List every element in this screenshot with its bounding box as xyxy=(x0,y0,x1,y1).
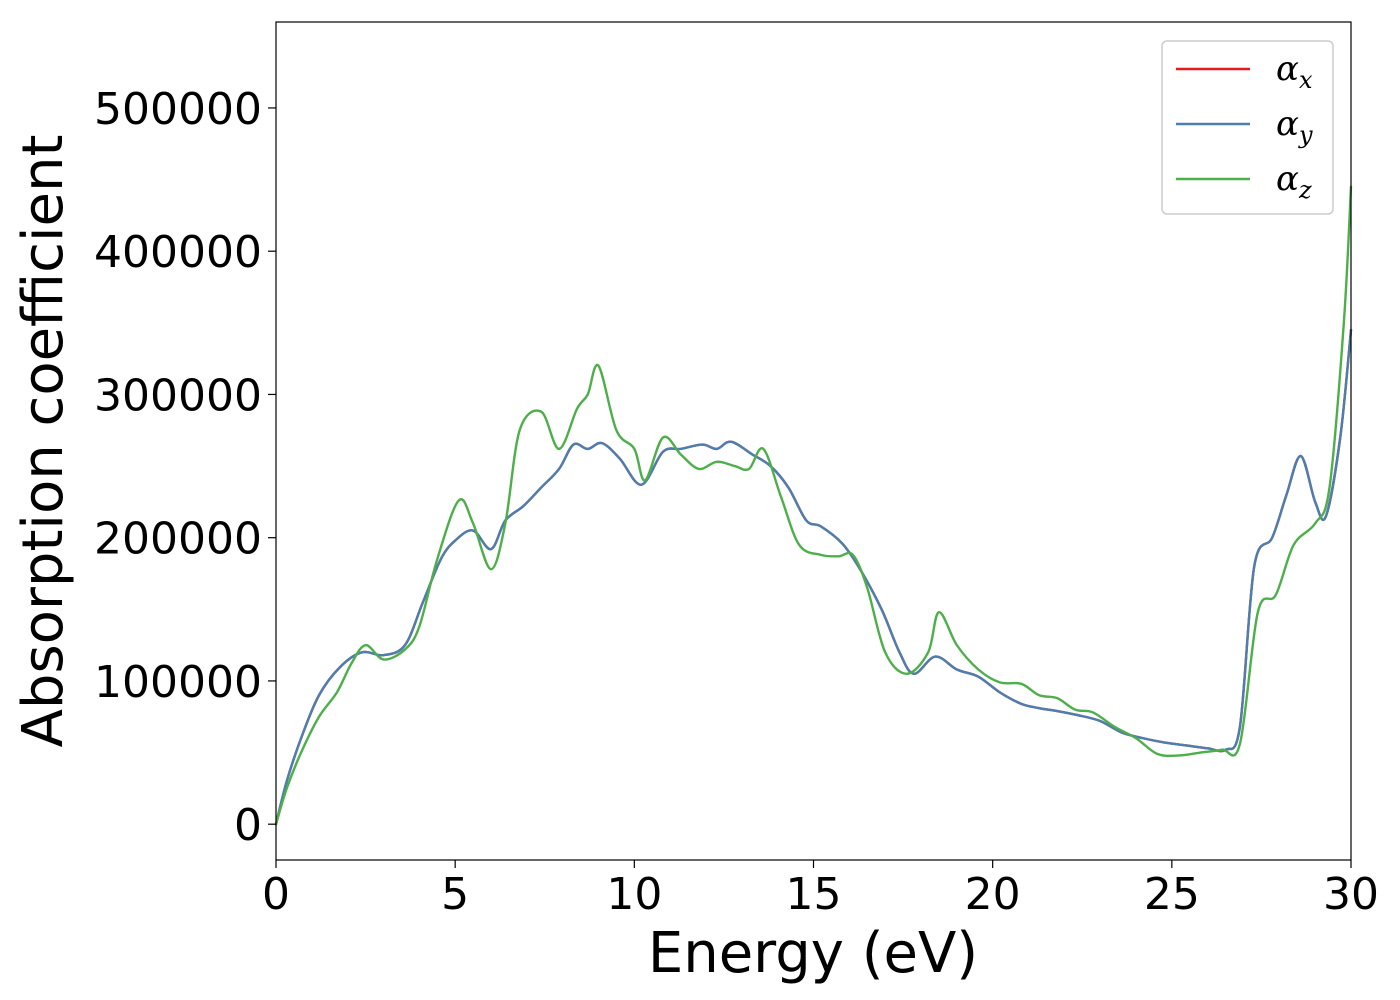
series-layer xyxy=(274,185,1353,826)
x-tick-label: 25 xyxy=(1144,869,1200,920)
y-tick-label: 0 xyxy=(234,800,262,851)
legend-label-alpha-y: αy xyxy=(1276,104,1313,149)
x-tick-label: 30 xyxy=(1323,869,1379,920)
series-line-alpha-y xyxy=(274,328,1353,826)
series-line-alpha-x xyxy=(274,328,1353,826)
legend-label-alpha-x: αx xyxy=(1276,49,1313,94)
ticks-layer: 0 5 10 15 20 25 30 0 100000 200000 300000 400000 500… xyxy=(94,84,1379,920)
y-tick-label: 400000 xyxy=(94,227,262,278)
legend-label-alpha-z: αz xyxy=(1276,159,1312,204)
x-axis-label: Energy (eV) xyxy=(648,921,978,986)
y-tick-label: 100000 xyxy=(94,657,262,708)
legend: αx αy αz xyxy=(1161,40,1334,215)
y-axis-label: Absorption coefficient xyxy=(11,135,76,748)
x-tick-label: 10 xyxy=(606,869,662,920)
x-tick-label: 5 xyxy=(441,869,469,920)
y-tick-label: 500000 xyxy=(94,84,262,135)
y-tick-label: 300000 xyxy=(94,370,262,421)
y-tick-label: 200000 xyxy=(94,514,262,565)
x-tick-label: 20 xyxy=(965,869,1021,920)
series-line-alpha-z xyxy=(274,185,1353,826)
legend-box xyxy=(1161,40,1334,215)
x-tick-label: 0 xyxy=(262,869,290,920)
x-tick-label: 15 xyxy=(786,869,842,920)
